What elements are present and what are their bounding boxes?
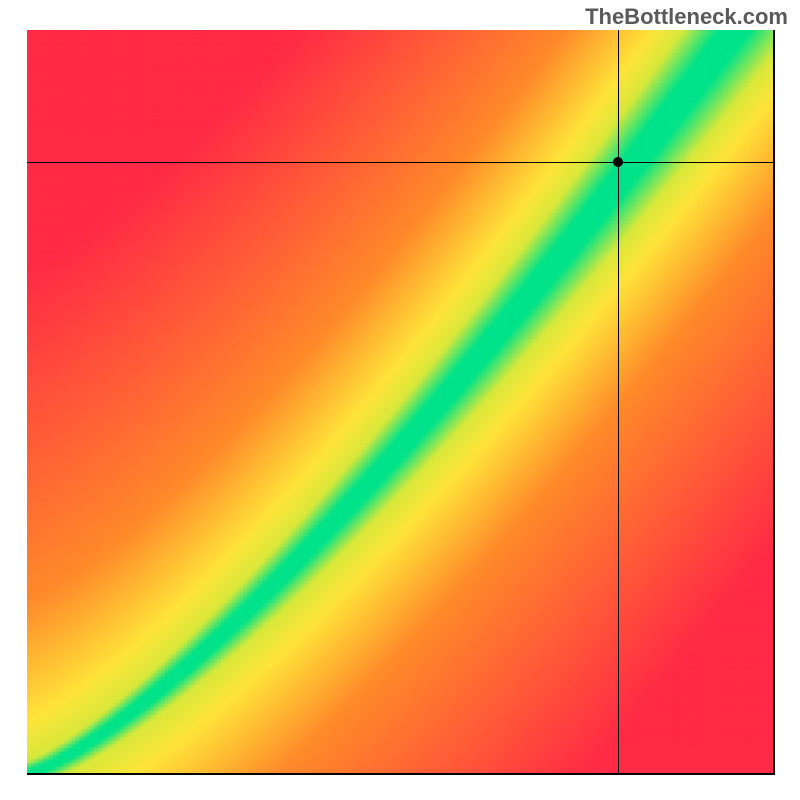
crosshair-marker-dot bbox=[613, 157, 623, 167]
crosshair-horizontal-line bbox=[27, 162, 773, 163]
heatmap-canvas bbox=[27, 30, 773, 773]
axis-right-line bbox=[773, 30, 775, 775]
bottleneck-heatmap bbox=[27, 30, 773, 773]
crosshair-vertical-line bbox=[618, 30, 619, 773]
axis-bottom-line bbox=[27, 773, 773, 775]
watermark-text: TheBottleneck.com bbox=[585, 4, 788, 30]
